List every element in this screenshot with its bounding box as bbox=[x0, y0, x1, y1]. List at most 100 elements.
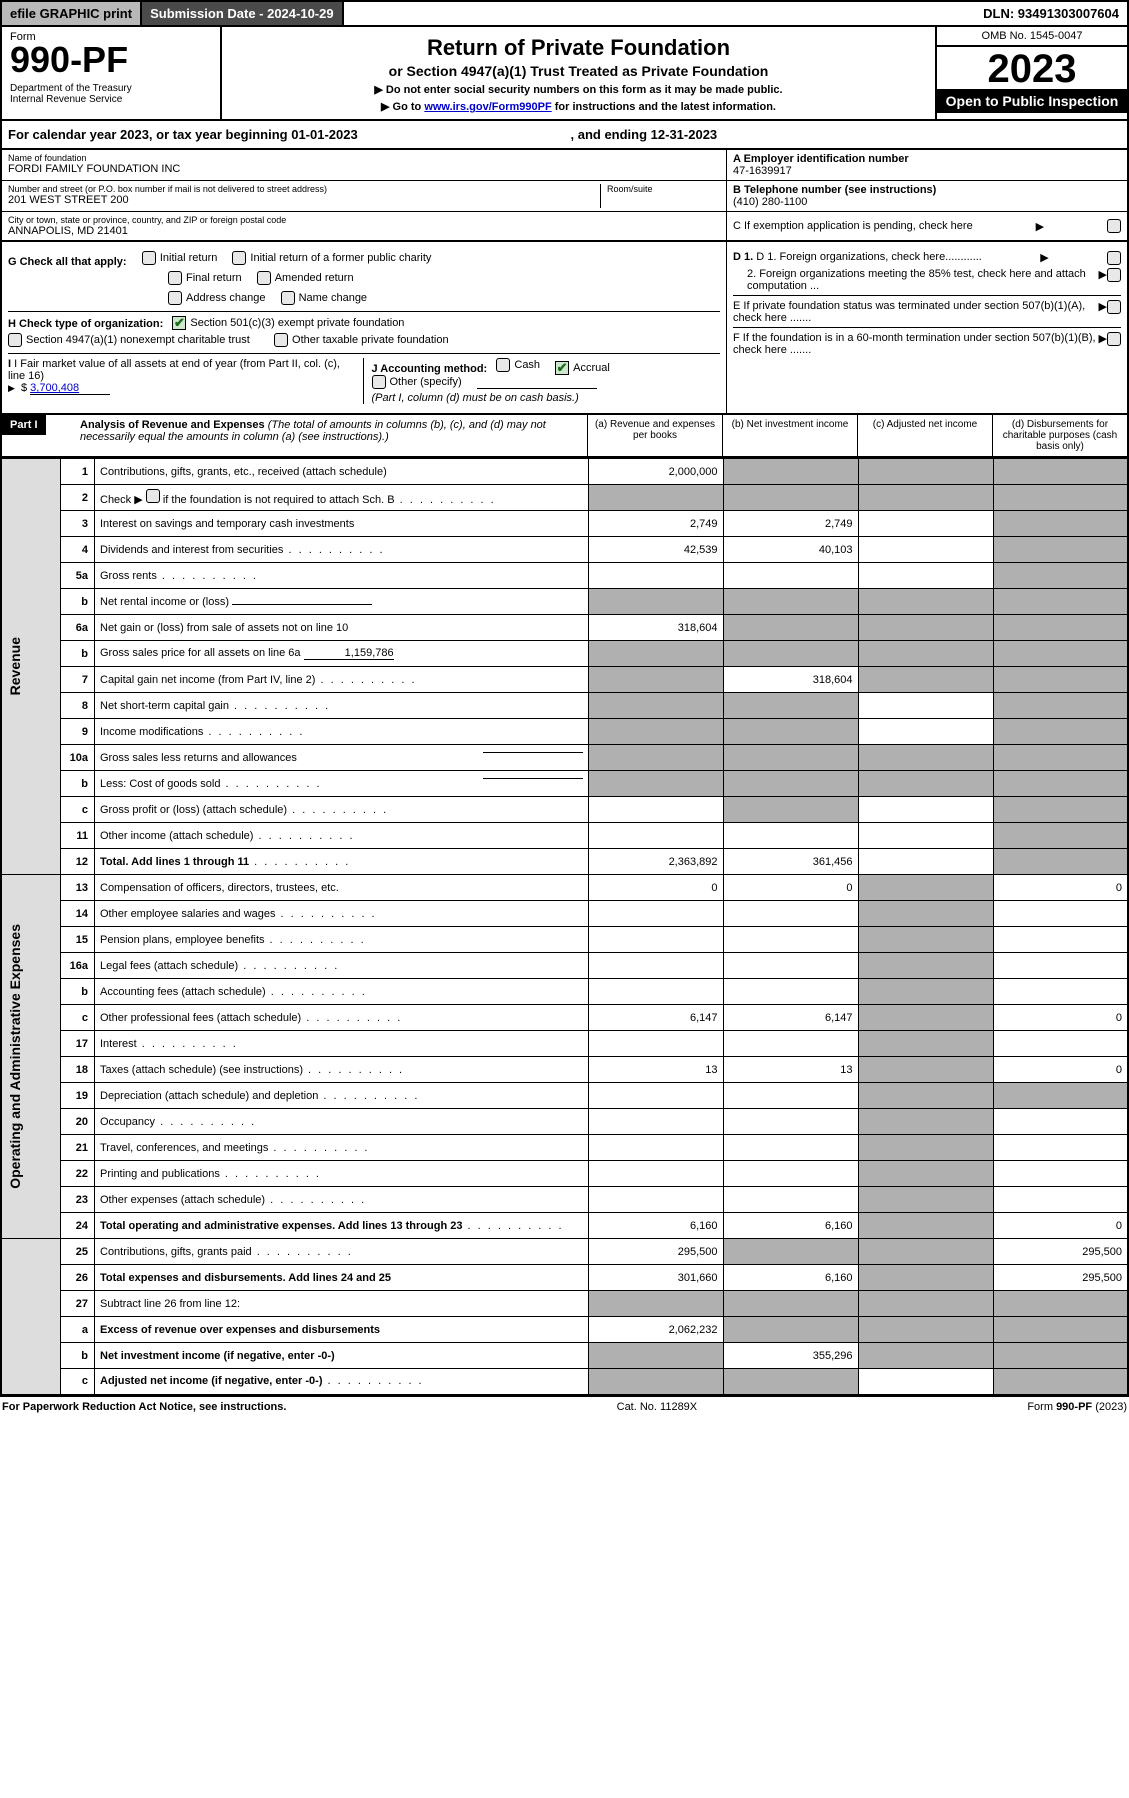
r25-dd: 295,500 bbox=[993, 1239, 1128, 1265]
table-row: 2Check ▶ if the foundation is not requir… bbox=[1, 485, 1128, 511]
r16a-n: 16a bbox=[61, 953, 95, 979]
r10b-d: Less: Cost of goods sold bbox=[95, 771, 589, 797]
phone-cell: B Telephone number (see instructions) (4… bbox=[727, 181, 1127, 211]
cb-cash[interactable] bbox=[496, 358, 510, 372]
table-row: 21Travel, conferences, and meetings bbox=[1, 1135, 1128, 1161]
cb-501c3[interactable] bbox=[172, 316, 186, 330]
cb-initial[interactable] bbox=[142, 251, 156, 265]
f-checkbox[interactable] bbox=[1107, 332, 1121, 346]
tax-year: 2023 bbox=[937, 47, 1127, 89]
topbar-spacer bbox=[344, 2, 976, 25]
r9-dots bbox=[203, 726, 304, 738]
lbl-initial: Initial return bbox=[160, 252, 217, 264]
r2-a bbox=[588, 485, 723, 511]
r27a-a: 2,062,232 bbox=[588, 1317, 723, 1343]
r27b-a bbox=[588, 1343, 723, 1369]
r12-dd bbox=[993, 849, 1128, 875]
c-checkbox[interactable] bbox=[1107, 219, 1121, 233]
g-line2: Final return Amended return bbox=[8, 271, 720, 288]
r20-b bbox=[723, 1109, 858, 1135]
r27-d: Subtract line 26 from line 12: bbox=[95, 1291, 589, 1317]
r27-dd bbox=[993, 1291, 1128, 1317]
org-row-1: Name of foundation FORDI FAMILY FOUNDATI… bbox=[0, 150, 1129, 181]
r26-c bbox=[858, 1265, 993, 1291]
r21-n: 21 bbox=[61, 1135, 95, 1161]
r17-b bbox=[723, 1031, 858, 1057]
r8-dots bbox=[229, 700, 330, 712]
r12-a: 2,363,892 bbox=[588, 849, 723, 875]
cb-addr-change[interactable] bbox=[168, 291, 182, 305]
r25-dots bbox=[252, 1246, 353, 1258]
r19-a bbox=[588, 1083, 723, 1109]
table-row: 19Depreciation (attach schedule) and dep… bbox=[1, 1083, 1128, 1109]
r27-a bbox=[588, 1291, 723, 1317]
r16c-a: 6,147 bbox=[588, 1005, 723, 1031]
cb-4947[interactable] bbox=[8, 333, 22, 347]
r12-dots bbox=[249, 856, 350, 868]
e-checkbox[interactable] bbox=[1107, 300, 1121, 314]
r16a-dt: Legal fees (attach schedule) bbox=[100, 960, 238, 972]
col-a-hdr: (a) Revenue and expenses per books bbox=[587, 415, 722, 456]
efile-label[interactable]: efile GRAPHIC print bbox=[2, 2, 142, 25]
cb-other-method[interactable] bbox=[372, 375, 386, 389]
instr-goto: ▶ Go to www.irs.gov/Form990PF for instru… bbox=[232, 100, 925, 113]
cb-initial-pub[interactable] bbox=[232, 251, 246, 265]
r10c-a bbox=[588, 797, 723, 823]
i-value-line: $ 3,700,408 bbox=[8, 382, 357, 395]
r27a-b bbox=[723, 1317, 858, 1343]
r24-b: 6,160 bbox=[723, 1213, 858, 1239]
lbl-other-tax: Other taxable private foundation bbox=[292, 334, 449, 346]
r27b-dd bbox=[993, 1343, 1128, 1369]
r18-dots bbox=[303, 1064, 404, 1076]
r20-c bbox=[858, 1109, 993, 1135]
r11-dots bbox=[253, 830, 354, 842]
r3-n: 3 bbox=[61, 511, 95, 537]
cb-accrual[interactable] bbox=[555, 361, 569, 375]
r23-dd bbox=[993, 1187, 1128, 1213]
c-arrow: ▶ bbox=[1036, 220, 1044, 233]
d2-checkbox[interactable] bbox=[1107, 268, 1121, 282]
r23-a bbox=[588, 1187, 723, 1213]
header-right: OMB No. 1545-0047 2023 Open to Public In… bbox=[937, 27, 1127, 119]
cb-name-change[interactable] bbox=[281, 291, 295, 305]
table-row: 26Total expenses and disbursements. Add … bbox=[1, 1265, 1128, 1291]
d1-checkbox[interactable] bbox=[1107, 251, 1121, 265]
lbl-final: Final return bbox=[186, 272, 242, 284]
side-expenses-text: Operating and Administrative Expenses bbox=[7, 924, 23, 1189]
r22-c bbox=[858, 1161, 993, 1187]
r17-dt: Interest bbox=[100, 1038, 137, 1050]
r16a-c bbox=[858, 953, 993, 979]
table-row: 22Printing and publications bbox=[1, 1161, 1128, 1187]
table-row: 25Contributions, gifts, grants paid295,5… bbox=[1, 1239, 1128, 1265]
r5b-line bbox=[232, 604, 372, 605]
cb-amended[interactable] bbox=[257, 271, 271, 285]
r10a-b bbox=[723, 745, 858, 771]
r11-dd bbox=[993, 823, 1128, 849]
part1-lead: Part I bbox=[2, 415, 72, 456]
r14-dots bbox=[275, 908, 376, 920]
irs-label: Internal Revenue Service bbox=[10, 94, 212, 105]
r14-a bbox=[588, 901, 723, 927]
r23-dt: Other expenses (attach schedule) bbox=[100, 1194, 265, 1206]
cb-final[interactable] bbox=[168, 271, 182, 285]
r27a-c bbox=[858, 1317, 993, 1343]
instr-link[interactable]: www.irs.gov/Form990PF bbox=[424, 101, 551, 113]
d2-arrow: ▶ bbox=[1099, 268, 1107, 281]
r14-d: Other employee salaries and wages bbox=[95, 901, 589, 927]
submission-date: Submission Date - 2024-10-29 bbox=[142, 2, 344, 25]
cb-other-tax[interactable] bbox=[274, 333, 288, 347]
f-arrow: ▶ bbox=[1099, 332, 1107, 345]
r27a-d: Excess of revenue over expenses and disb… bbox=[95, 1317, 589, 1343]
r2-post: if the foundation is not required to att… bbox=[163, 494, 395, 506]
r22-n: 22 bbox=[61, 1161, 95, 1187]
ein-cell: A Employer identification number 47-1639… bbox=[727, 150, 1127, 180]
r7-dd bbox=[993, 667, 1128, 693]
r27a-dd bbox=[993, 1317, 1128, 1343]
i-value-link[interactable]: 3,700,408 bbox=[30, 382, 110, 395]
table-row: cOther professional fees (attach schedul… bbox=[1, 1005, 1128, 1031]
r3-d: Interest on savings and temporary cash i… bbox=[95, 511, 589, 537]
r27a-dt: Excess of revenue over expenses and disb… bbox=[100, 1324, 380, 1336]
r6b-a bbox=[588, 641, 723, 667]
d1-line: D 1. D 1. Foreign organizations, check h… bbox=[733, 251, 1121, 265]
cb-schb[interactable] bbox=[146, 489, 160, 503]
